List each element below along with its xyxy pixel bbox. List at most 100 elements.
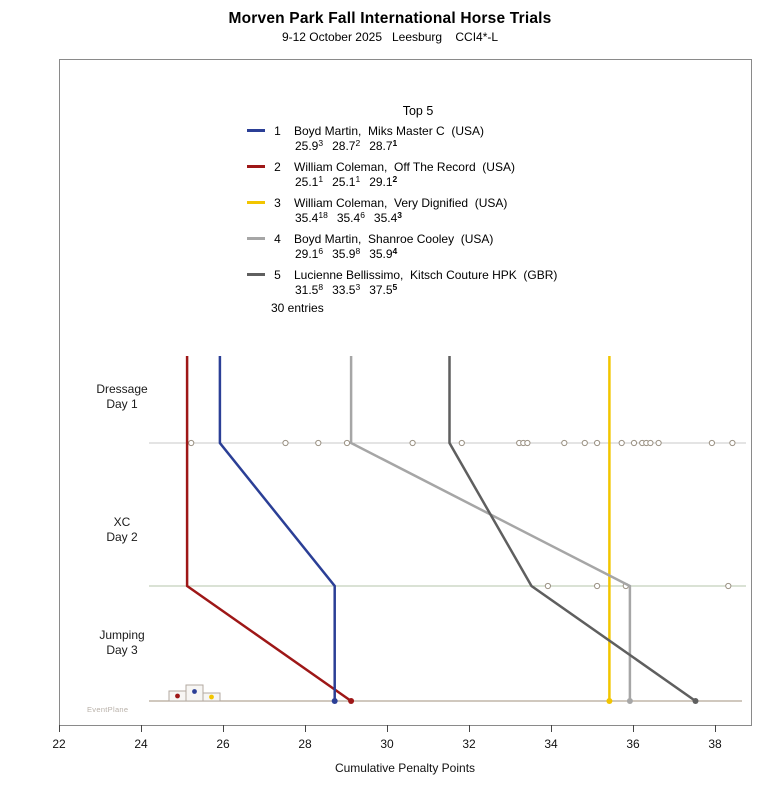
score-value: 25.93 bbox=[295, 137, 324, 154]
legend: 1 Boyd Martin, Miks Master C (USA) 25.93 28… bbox=[247, 122, 557, 315]
plot-frame: Top 5 1 Boyd Martin, Miks Master C (USA) 2… bbox=[59, 59, 752, 726]
x-axis-tick bbox=[551, 725, 552, 732]
x-axis-title: Cumulative Penalty Points bbox=[334, 761, 476, 775]
page-subtitle: 9-12 October 2025 Leesburg CCI4*-L bbox=[281, 30, 499, 44]
legend-rank: 5 bbox=[274, 267, 281, 282]
score-place-sup: 6 bbox=[360, 209, 365, 220]
entry-mark-dressage bbox=[581, 439, 588, 447]
legend-line-swatch bbox=[247, 201, 265, 204]
score-value: 25.11 bbox=[332, 173, 361, 190]
legend-entry-scores: 29.16 35.98 35.94 bbox=[295, 245, 557, 264]
score-value: 28.72 bbox=[332, 137, 361, 154]
score-place-sup: 5 bbox=[392, 281, 398, 292]
x-axis-tick-label: 36 bbox=[626, 737, 640, 751]
score-place-sup: 1 bbox=[355, 173, 361, 184]
score-place-sup: 4 bbox=[392, 245, 398, 256]
x-axis-tick bbox=[223, 725, 224, 732]
legend-entry-label: Boyd Martin, Miks Master C (USA) bbox=[294, 123, 485, 138]
chart-svg bbox=[149, 356, 746, 704]
score-value: 35.43 bbox=[373, 209, 403, 226]
score-place-sup: 3 bbox=[355, 281, 361, 292]
x-axis-tick bbox=[305, 725, 306, 732]
entry-mark-dressage bbox=[188, 439, 195, 447]
legend-rank: 1 bbox=[274, 123, 281, 138]
series-line-rank2 bbox=[185, 356, 352, 703]
entry-mark-dressage bbox=[618, 439, 625, 447]
legend-entry-label: William Coleman, Very Dignified (USA) bbox=[294, 195, 508, 210]
score-place-sup: 1 bbox=[318, 173, 324, 184]
podium-dot-rank1 bbox=[192, 689, 197, 694]
score-value: 33.53 bbox=[332, 281, 361, 298]
series-endpoint-rank1 bbox=[331, 698, 338, 704]
score-value: 35.94 bbox=[369, 245, 398, 262]
entry-mark-dressage bbox=[729, 439, 736, 447]
legend-entry: 4 Boyd Martin, Shanroe Cooley (USA) 29.16 3… bbox=[247, 230, 557, 266]
entry-mark-dressage bbox=[409, 439, 416, 447]
x-axis-tick bbox=[59, 725, 60, 732]
legend-rank: 4 bbox=[274, 231, 281, 246]
score-place-sup: 3 bbox=[397, 209, 403, 220]
entry-mark-xc bbox=[725, 582, 732, 590]
legend-entry: 5 Lucienne Bellissimo, Kitsch Couture HPK… bbox=[247, 266, 557, 302]
score-place-sup: 2 bbox=[355, 137, 361, 148]
series-endpoint-rank2 bbox=[348, 698, 355, 704]
score-value: 35.418 bbox=[295, 209, 328, 226]
x-axis-tick-label: 24 bbox=[134, 737, 148, 751]
x-axis-tick bbox=[387, 725, 388, 732]
page-title: Morven Park Fall International Horse Tri… bbox=[228, 10, 552, 27]
legend-entry: 3 William Coleman, Very Dignified (USA) 35… bbox=[247, 194, 557, 230]
legend-line-swatch bbox=[247, 165, 265, 168]
legend-entry-label: William Coleman, Off The Record (USA) bbox=[294, 159, 515, 174]
entry-mark-dressage bbox=[647, 439, 654, 447]
legend-title: Top 5 bbox=[402, 104, 434, 118]
podium-dot-rank2 bbox=[175, 693, 180, 699]
x-axis-tick-label: 30 bbox=[380, 737, 394, 751]
score-value: 28.71 bbox=[369, 137, 398, 154]
x-axis-tick-label: 28 bbox=[298, 737, 312, 751]
legend-entry-scores: 31.58 33.53 37.55 bbox=[295, 281, 557, 300]
legend-rank: 2 bbox=[274, 159, 281, 174]
phase-label-xc: XC Day 2 bbox=[106, 515, 138, 544]
entry-mark-dressage bbox=[282, 439, 289, 447]
x-axis-tick-label: 22 bbox=[52, 737, 66, 751]
series-endpoint-rank4 bbox=[626, 698, 633, 704]
score-place-sup: 2 bbox=[392, 173, 398, 184]
phase-label-jumping: Jumping Day 3 bbox=[99, 628, 145, 657]
score-value: 29.12 bbox=[369, 173, 398, 190]
score-value: 25.11 bbox=[295, 173, 324, 190]
x-axis-tick-label: 38 bbox=[708, 737, 722, 751]
score-place-sup: 6 bbox=[318, 245, 324, 256]
x-axis-tick-label: 26 bbox=[216, 737, 230, 751]
watermark: EventPlane bbox=[87, 705, 129, 714]
score-place-sup: 3 bbox=[318, 137, 324, 148]
entry-mark-dressage bbox=[708, 439, 716, 447]
series-endpoint-rank3 bbox=[606, 698, 613, 704]
series-line-rank1 bbox=[218, 356, 336, 701]
podium-dot-rank3 bbox=[209, 694, 214, 700]
entry-mark-xc bbox=[544, 582, 551, 590]
legend-entry: 2 William Coleman, Off The Record (USA) 25… bbox=[247, 158, 557, 194]
score-value: 35.98 bbox=[332, 245, 361, 262]
series-line-rank5 bbox=[448, 356, 697, 703]
x-axis-tick bbox=[633, 725, 634, 732]
x-axis-tick-label: 32 bbox=[462, 737, 476, 751]
phase-label-dressage: Dressage Day 1 bbox=[96, 382, 148, 411]
entry-mark-dressage bbox=[315, 439, 322, 447]
entry-mark-dressage bbox=[561, 439, 568, 447]
legend-entry-scores: 35.418 35.46 35.43 bbox=[295, 209, 557, 228]
score-place-sup: 8 bbox=[355, 245, 361, 256]
score-place-sup: 18 bbox=[318, 209, 328, 220]
score-place-sup: 1 bbox=[392, 137, 398, 148]
legend-entry-scores: 25.93 28.72 28.71 bbox=[295, 137, 557, 156]
legend-line-swatch bbox=[247, 273, 265, 276]
entries-count: 30 entries bbox=[271, 301, 324, 315]
legend-rank: 3 bbox=[274, 195, 281, 210]
legend-entry-label: Boyd Martin, Shanroe Cooley (USA) bbox=[294, 231, 494, 246]
legend-entry: 1 Boyd Martin, Miks Master C (USA) 25.93 28… bbox=[247, 122, 557, 158]
legend-entry-scores: 25.11 25.11 29.12 bbox=[295, 173, 557, 192]
x-axis-tick bbox=[469, 725, 470, 732]
score-value: 31.58 bbox=[295, 281, 324, 298]
score-value: 29.16 bbox=[295, 245, 324, 262]
legend-line-swatch bbox=[247, 129, 265, 132]
